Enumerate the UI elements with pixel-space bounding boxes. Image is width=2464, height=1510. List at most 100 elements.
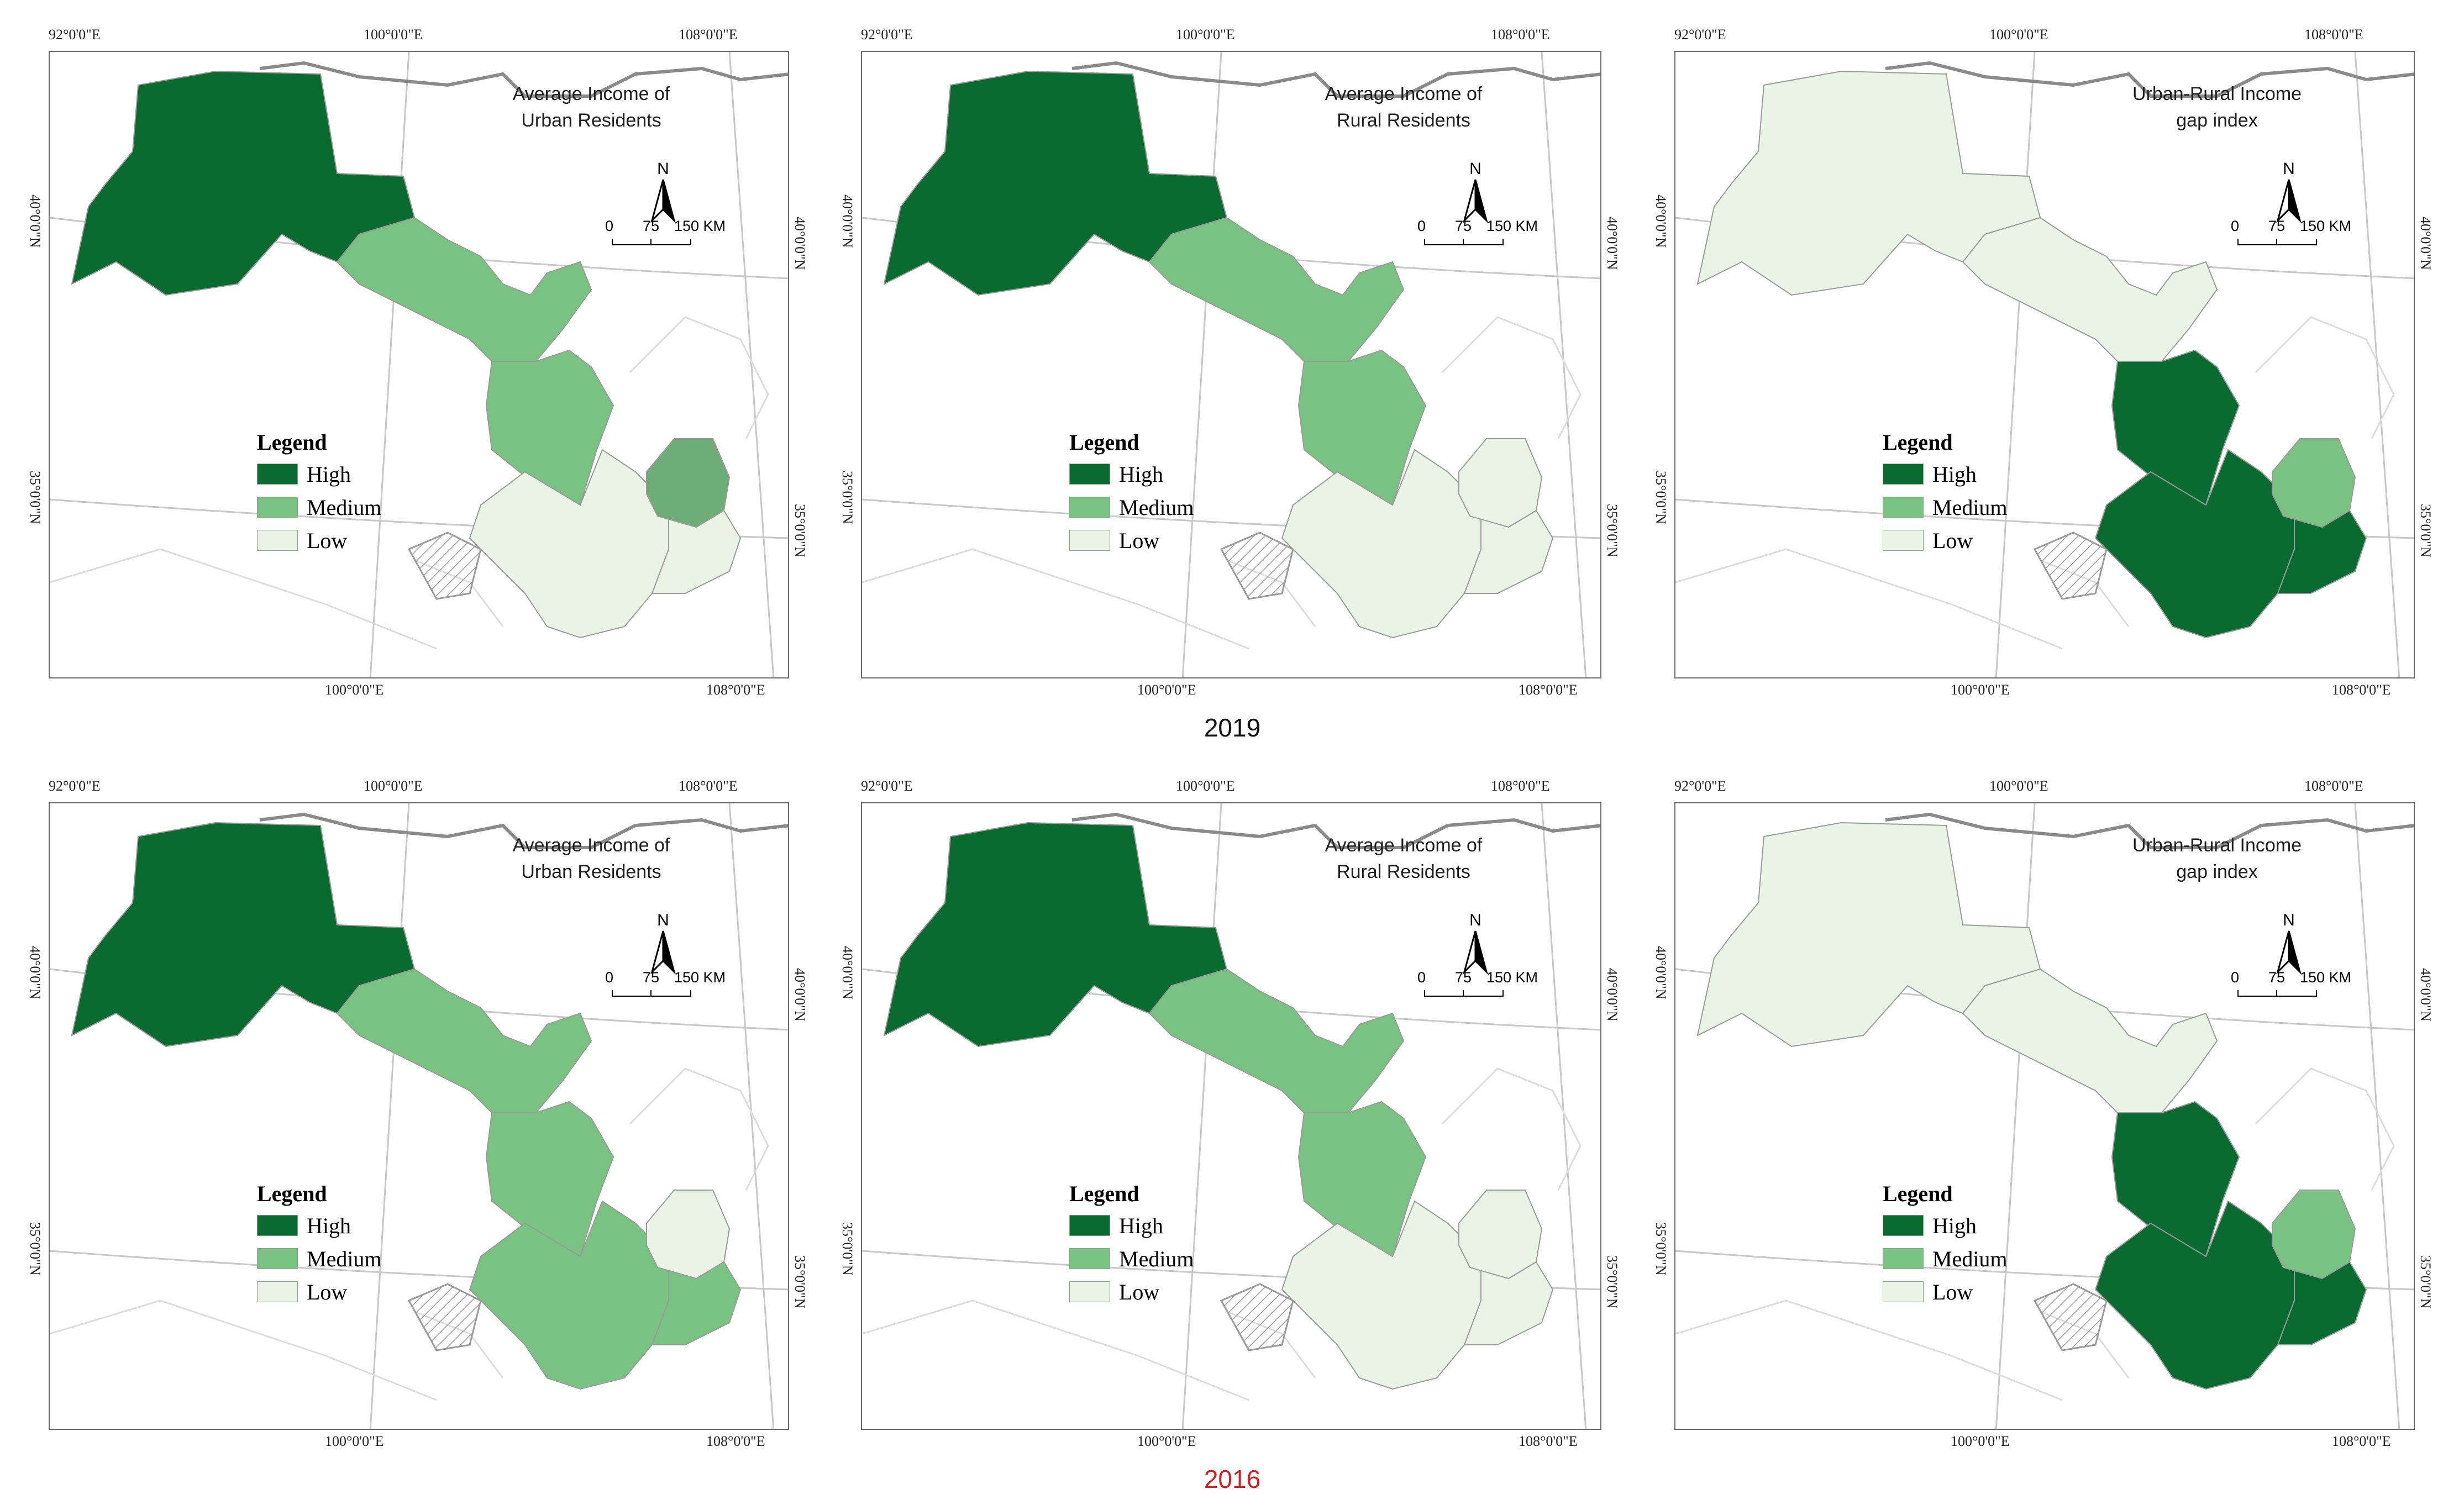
- legend-swatch: [1883, 1281, 1924, 1302]
- scale-tick: [2276, 990, 2277, 996]
- map-title-line-2: Urban Residents: [521, 861, 661, 882]
- choropleth-map: [862, 52, 1600, 677]
- region-center: [1297, 349, 1427, 506]
- map-title-line-2: gap index: [2176, 110, 2258, 131]
- scale-label: 75: [643, 969, 660, 986]
- graticule-line: [1995, 803, 2036, 1429]
- legend-label: High: [307, 1213, 351, 1238]
- legend-swatch: [257, 1215, 298, 1236]
- hatched-area: [1220, 1283, 1294, 1351]
- coord-right: 35°0'0"N: [792, 504, 808, 557]
- scale-label: 150 KM: [674, 969, 726, 986]
- north-arrow-shape: [1463, 179, 1488, 224]
- coord-bottom: 108°0'0"E: [1519, 682, 1578, 698]
- north-label: N: [657, 911, 669, 929]
- region-ning: [646, 438, 731, 528]
- coord-right: 35°0'0"N: [2418, 504, 2434, 557]
- region-corridor: [336, 217, 592, 362]
- scale-line: [612, 990, 691, 997]
- region-west: [1696, 822, 2041, 1048]
- north-arrow-icon: N: [647, 160, 680, 225]
- legend-label: Medium: [307, 494, 382, 520]
- map-title-line-1: Average Income of: [512, 83, 670, 104]
- north-label: N: [2283, 160, 2295, 178]
- legend-item: Low: [257, 524, 423, 557]
- map-title-line-1: Average Income of: [512, 835, 670, 856]
- region-south: [469, 1200, 669, 1390]
- coord-left: 40°0'0"N: [839, 194, 855, 248]
- scale-bar: 0 75 150 KM: [605, 218, 765, 251]
- coord-bottom: 100°0'0"E: [1137, 682, 1196, 698]
- graticule-line: [2354, 803, 2400, 1429]
- north-arrow-shape: [2276, 179, 2302, 224]
- legend-label: Medium: [1119, 494, 1194, 520]
- coord-top: 92°0'0"E: [1674, 778, 1726, 794]
- hatched-area: [2033, 532, 2108, 600]
- coord-top: 92°0'0"E: [861, 27, 913, 43]
- legend-label: High: [1932, 1213, 1977, 1238]
- graticule-line: [728, 52, 775, 677]
- coord-top: 92°0'0"E: [49, 778, 101, 794]
- scale-tick: [1463, 239, 1464, 244]
- coord-left: 35°0'0"N: [27, 1222, 43, 1276]
- scale-label: 0: [2231, 969, 2240, 986]
- coord-top: 92°0'0"E: [861, 778, 913, 794]
- coord-right: 40°0'0"N: [792, 968, 808, 1022]
- graticule-line: [1541, 52, 1587, 677]
- region-center: [485, 1101, 614, 1258]
- national-border-line: [1071, 812, 1600, 849]
- north-label: N: [1469, 160, 1481, 178]
- scale-tick: [2276, 239, 2277, 244]
- legend: Legend High Medium Low: [1883, 1179, 2048, 1308]
- north-arrow-icon: N: [2272, 911, 2305, 977]
- legend-item: Low: [1069, 1275, 1235, 1308]
- scale-label: 0: [605, 218, 614, 234]
- legend-label: Medium: [1932, 1246, 2008, 1271]
- region-ning: [1458, 1190, 1543, 1280]
- coord-top: 92°0'0"E: [1674, 27, 1726, 43]
- legend-label: High: [307, 461, 351, 487]
- north-arrow-icon: N: [1459, 911, 1492, 977]
- coord-right: 40°0'0"N: [1604, 968, 1620, 1022]
- coord-left: 35°0'0"N: [1653, 471, 1669, 524]
- coord-top: 100°0'0"E: [1176, 27, 1235, 43]
- coord-bottom: 100°0'0"E: [325, 682, 384, 698]
- legend: Legend High Medium Low: [1069, 428, 1235, 557]
- scale-bar: 0 75 150 KM: [605, 969, 765, 1002]
- scale-label: 0: [2231, 218, 2240, 234]
- legend-title: Legend: [1069, 430, 1139, 455]
- north-label: N: [2283, 911, 2295, 929]
- scale-label: 0: [1417, 969, 1426, 986]
- coord-top: 100°0'0"E: [1989, 778, 2048, 794]
- map-title: Urban-Rural Income gap index: [2073, 81, 2361, 134]
- coord-right: 40°0'0"N: [2418, 217, 2434, 270]
- scale-bar: 0 75 150 KM: [2231, 218, 2391, 251]
- coord-right: 40°0'0"N: [2418, 968, 2434, 1022]
- scale-tick: [1463, 990, 1464, 996]
- region-center: [485, 349, 614, 506]
- graticule-line: [1995, 52, 2036, 677]
- coord-top: 108°0'0"E: [1491, 27, 1550, 43]
- graticule-line: [369, 803, 410, 1429]
- map-panel: Average Income of Rural Residents N 0 75 150 …: [861, 51, 1601, 678]
- scale-bar: 0 75 150 KM: [2231, 969, 2391, 1002]
- legend-swatch: [257, 497, 298, 518]
- map-title-line-1: Average Income of: [1325, 83, 1483, 104]
- coord-right: 35°0'0"N: [1604, 504, 1620, 557]
- legend-swatch: [1069, 1215, 1110, 1236]
- legend-label: High: [1119, 461, 1163, 487]
- coord-right: 35°0'0"N: [2418, 1255, 2434, 1309]
- legend-label: Low: [1119, 528, 1160, 553]
- scale-line: [2237, 990, 2317, 997]
- legend-item: Medium: [257, 1242, 423, 1275]
- scale-label: 150 KM: [674, 218, 726, 234]
- legend-item: Low: [257, 1275, 423, 1308]
- legend-swatch: [1069, 1281, 1110, 1302]
- map-title-line-2: Urban Residents: [521, 110, 661, 131]
- legend-label: Low: [307, 1279, 348, 1304]
- choropleth-map: [862, 803, 1600, 1429]
- coord-top: 108°0'0"E: [679, 27, 738, 43]
- coord-bottom: 108°0'0"E: [706, 1433, 765, 1449]
- legend-title: Legend: [1883, 1181, 1953, 1206]
- north-arrow-shape: [1463, 930, 1488, 975]
